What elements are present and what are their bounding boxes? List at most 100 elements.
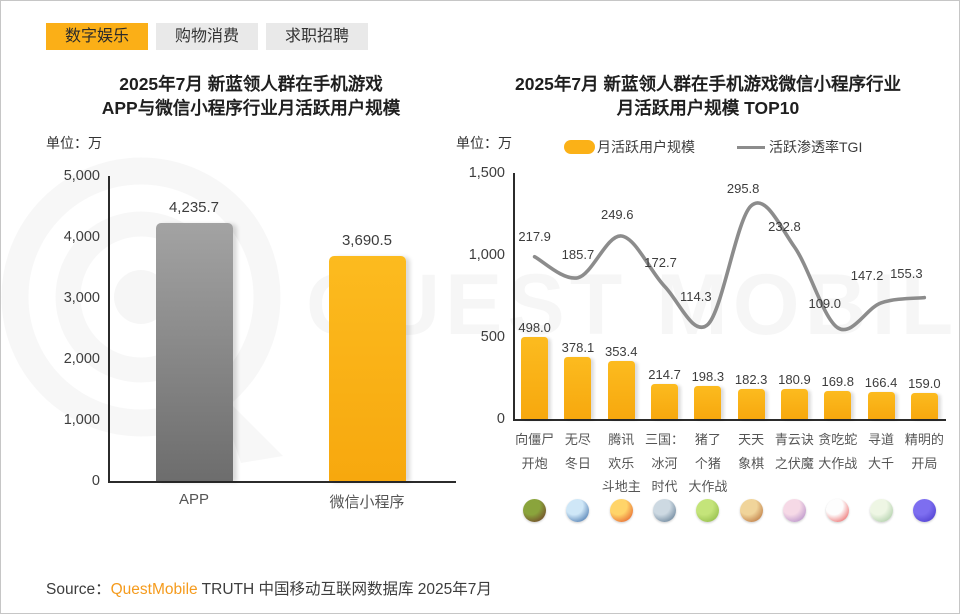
legend-line-label: 活跃渗透率TGI — [769, 139, 863, 155]
bar-top1 — [521, 337, 549, 419]
bar-top2 — [564, 356, 592, 419]
category-label-line: 天天 — [738, 432, 765, 447]
bar-value-label: 182.3 — [734, 372, 768, 388]
category-label: 青云诀 之伏魔 — [770, 428, 818, 475]
bar-app — [155, 222, 233, 481]
source-suffix: TRUTH 中国移动互联网数据库 2025年7月 — [197, 581, 492, 598]
bar-wechat-miniprogram — [328, 255, 406, 481]
category-label-line: 三国： — [645, 432, 685, 447]
category-label: 三国： 冰河 时代 — [641, 428, 689, 499]
category-label-line: 贪吃蛇 — [818, 432, 858, 447]
category-label: 向僵尸 开炮 — [511, 428, 559, 475]
category-label-line: 猪了 — [694, 432, 721, 447]
category-label: 贪吃蛇 大作战 — [814, 428, 862, 475]
left-y-tick-label: 4,000 — [63, 229, 100, 245]
x-category-label: 微信小程序 — [329, 494, 405, 511]
category-label-line: 寻道 — [868, 432, 895, 447]
game-8-icon — [826, 499, 850, 522]
right-chart-legend: 月活跃用户规模 活跃渗透率TGI — [564, 137, 862, 157]
category-label: 精明的 开局 — [900, 428, 948, 475]
category-label-line: 腾讯 — [608, 432, 635, 447]
category-label: 腾讯 欢乐 斗地主 — [597, 428, 645, 499]
left-y-axis — [108, 176, 110, 481]
category-label-line: 开炮 — [521, 455, 548, 471]
right-y-axis — [513, 173, 515, 419]
bar-value-label: 159.0 — [908, 375, 941, 391]
tab-job-recruitment[interactable]: 求职招聘 — [266, 23, 369, 50]
left-y-tick-label: 5,000 — [63, 168, 100, 184]
game-10-icon — [912, 499, 936, 522]
line-value-label: 172.7 — [644, 255, 677, 271]
category-label-line: 向僵尸 — [515, 432, 555, 447]
bar-top7 — [780, 389, 808, 419]
category-label: 无尽 冬日 — [554, 428, 602, 475]
game-3-icon — [609, 499, 633, 522]
left-y-tick-label: 0 — [91, 473, 100, 489]
left-y-tick-label: 1,000 — [63, 412, 100, 428]
tgi-line-chart — [532, 201, 927, 332]
category-label-line: 象棋 — [738, 455, 765, 471]
category-label-line: 欢乐 — [608, 455, 635, 471]
game-1-icon — [523, 499, 547, 522]
line-value-label: 114.3 — [680, 289, 712, 305]
legend-line-swatch-icon — [737, 145, 765, 149]
right-y-tick-label: 1,500 — [468, 165, 505, 181]
bar-top10 — [910, 392, 938, 419]
line-value-label: 109.0 — [808, 295, 842, 311]
x-category-label: APP — [178, 491, 209, 508]
category-label-line: 个猪 — [694, 455, 721, 471]
game-4-icon — [653, 499, 677, 522]
category-label-line: 大作战 — [688, 479, 728, 494]
source-brand: QuestMobile — [110, 581, 198, 598]
game-2-icon — [566, 499, 590, 522]
left-unit-label: 单位：万 — [46, 135, 102, 151]
bar-value-label: 169.8 — [821, 374, 855, 390]
category-label-line: 冰河 — [651, 455, 678, 471]
line-value-label: 232.8 — [768, 218, 801, 234]
line-value-label: 147.2 — [850, 267, 884, 283]
left-chart-title: 2025年7月 新蓝领人群在手机游戏 APP与微信小程序行业月活跃用户规模 — [46, 72, 456, 120]
bar-value-label: 3,690.5 — [341, 231, 393, 249]
bar-top4 — [651, 383, 679, 419]
category-label-line: 精明的 — [904, 432, 944, 447]
right-chart-title: 2025年7月 新蓝领人群在手机游戏微信小程序行业 月活跃用户规模 TOP10 — [461, 72, 955, 120]
category-label-line: 大作战 — [818, 455, 858, 471]
bar-top8 — [824, 391, 852, 419]
left-chart-title-line2: APP与微信小程序行业月活跃用户规模 — [101, 98, 401, 118]
left-x-axis — [108, 481, 456, 483]
line-value-label: 155.3 — [890, 265, 923, 281]
left-y-tick-label: 3,000 — [63, 290, 100, 306]
right-y-tick-label: 0 — [496, 411, 505, 427]
right-y-tick-label: 1,000 — [468, 247, 505, 263]
category-label-line: 之伏魔 — [774, 455, 814, 471]
bar-top3 — [607, 361, 635, 419]
category-label-line: 青云诀 — [774, 432, 814, 447]
category-label: 猪了 个猪 大作战 — [684, 428, 732, 499]
line-value-label: 185.7 — [561, 246, 595, 262]
category-label-line: 大千 — [868, 455, 895, 471]
game-6-icon — [739, 499, 763, 522]
game-9-icon — [869, 499, 893, 522]
tab-bar: 数字娱乐 购物消费 求职招聘 — [46, 23, 369, 50]
bar-top6 — [737, 389, 765, 419]
tgi-line-path — [532, 201, 927, 332]
game-7-icon — [782, 499, 806, 522]
category-label-line: 冬日 — [564, 455, 591, 471]
tab-shopping-consumption[interactable]: 购物消费 — [156, 23, 259, 50]
category-label: 天天 象棋 — [727, 428, 775, 475]
line-value-label: 217.9 — [518, 228, 551, 244]
legend-bar-label: 月活跃用户规模 — [597, 139, 695, 155]
category-label-line: 斗地主 — [601, 479, 641, 494]
source-line: Source：QuestMobile TRUTH 中国移动互联网数据库 2025… — [46, 577, 492, 599]
category-label-line: 无尽 — [564, 432, 591, 447]
bar-value-label: 214.7 — [648, 366, 681, 382]
line-value-label: 295.8 — [726, 180, 760, 196]
tab-digital-entertainment[interactable]: 数字娱乐 — [46, 23, 149, 50]
category-label: 寻道 大千 — [857, 428, 905, 475]
right-chart-title-line1: 2025年7月 新蓝领人群在手机游戏微信小程序行业 — [514, 74, 902, 94]
bar-top5 — [694, 386, 722, 419]
legend-bar-swatch-icon — [564, 140, 595, 154]
bar-value-label: 166.4 — [864, 374, 898, 390]
game-5-icon — [696, 499, 720, 522]
left-chart-title-line1: 2025年7月 新蓝领人群在手机游戏 — [119, 74, 383, 94]
